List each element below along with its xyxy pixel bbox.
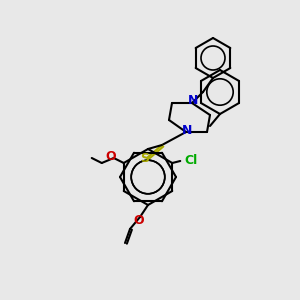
Text: O: O [105, 151, 116, 164]
Text: N: N [188, 94, 198, 107]
Text: S: S [140, 152, 149, 166]
Text: O: O [134, 214, 144, 226]
Text: Cl: Cl [184, 154, 197, 167]
Text: N: N [182, 124, 192, 136]
